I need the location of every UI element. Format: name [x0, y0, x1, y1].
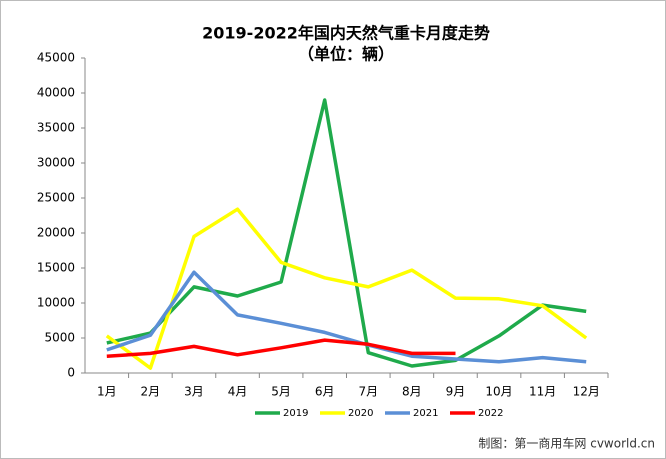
source: 制图：第一商用车网 cvworld.cn — [478, 436, 655, 451]
x-tick-label: 1月 — [97, 385, 117, 399]
line — [105, 207, 588, 370]
x-tick-label: 7月 — [358, 385, 378, 399]
x-tick-label: 5月 — [271, 385, 291, 399]
line — [106, 338, 456, 358]
x-tick-label: 3月 — [184, 385, 204, 399]
chart-subtitle: （单位：辆） — [298, 45, 394, 64]
chart-title: 2019-2022年国内天然气重卡月度走势 — [202, 24, 490, 43]
line — [106, 98, 587, 368]
legend-label: 2019 — [283, 408, 308, 419]
y-tick-label: 5000 — [44, 331, 75, 345]
y-tick-label: 15000 — [37, 261, 75, 275]
x-tick-label: 2月 — [141, 385, 161, 399]
y-tick-label: 35000 — [37, 121, 75, 135]
y-tick-label: 30000 — [37, 156, 75, 170]
legend-label: 2020 — [348, 408, 373, 419]
y-tick-label: 20000 — [37, 226, 75, 240]
x-tick-label: 11月 — [529, 385, 556, 399]
legend-label: 2021 — [413, 408, 438, 419]
y-tick-label: 10000 — [37, 296, 75, 310]
x-tick-label: 4月 — [228, 385, 248, 399]
y-tick-label: 25000 — [37, 191, 75, 205]
x-tick-label: 8月 — [402, 385, 422, 399]
y-tick-label: 40000 — [37, 86, 75, 100]
y-tick-label: 0 — [67, 366, 75, 380]
x-tick-label: 12月 — [573, 385, 600, 399]
line — [106, 270, 587, 364]
legend-label: 2022 — [478, 408, 503, 419]
x-tick-label: 6月 — [315, 385, 335, 399]
x-tick-label: 10月 — [485, 385, 512, 399]
y-tick-label: 45000 — [37, 51, 75, 65]
x-tick-label: 9月 — [446, 385, 466, 399]
